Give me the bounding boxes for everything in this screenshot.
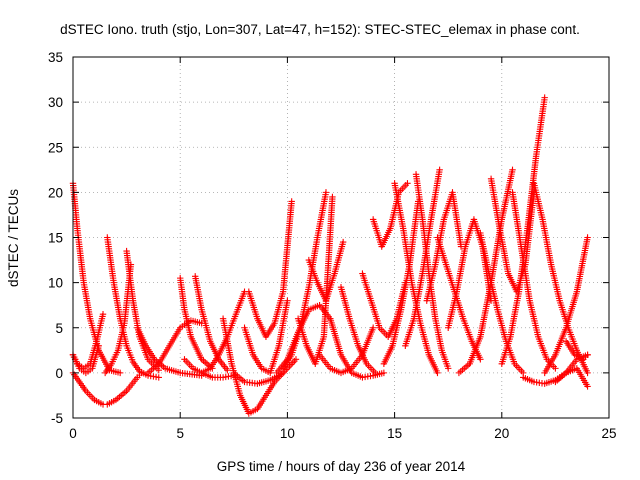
axis-ticks: 0 5 10 15 20 25 -5 0 5 10 15 20 25 30 35 bbox=[48, 50, 617, 441]
data-point bbox=[434, 369, 441, 377]
data-point bbox=[329, 193, 336, 201]
y-tick-label: 30 bbox=[48, 95, 63, 110]
y-axis-label: dSTEC / TECUs bbox=[6, 189, 21, 287]
data-point bbox=[322, 189, 330, 196]
y-tick-label: 0 bbox=[55, 366, 63, 381]
y-tick-label: 5 bbox=[55, 321, 63, 336]
data-series bbox=[69, 94, 591, 417]
data-point bbox=[155, 374, 162, 381]
data-point bbox=[477, 356, 484, 363]
data-point bbox=[284, 297, 291, 304]
data-point bbox=[292, 356, 300, 363]
y-tick-label: 10 bbox=[48, 276, 63, 291]
x-tick-label: 0 bbox=[69, 426, 77, 441]
data-point bbox=[541, 94, 548, 101]
data-point bbox=[584, 369, 591, 377]
data-point bbox=[584, 351, 591, 359]
data-point bbox=[224, 366, 231, 374]
chart-title: dSTEC Iono. truth (stjo, Lon=307, Lat=47… bbox=[60, 22, 580, 37]
data-point bbox=[404, 180, 411, 187]
data-point bbox=[380, 369, 388, 377]
x-tick-label: 20 bbox=[494, 426, 509, 441]
data-point bbox=[584, 234, 591, 241]
data-point bbox=[288, 198, 295, 205]
x-tick-label: 10 bbox=[280, 426, 295, 441]
data-point bbox=[372, 369, 379, 377]
x-axis-label: GPS time / hours of day 236 of year 2014 bbox=[217, 459, 466, 474]
data-point bbox=[369, 324, 377, 331]
x-tick-label: 25 bbox=[601, 426, 616, 441]
data-point bbox=[95, 342, 102, 349]
data-point bbox=[509, 166, 516, 174]
y-tick-label: 20 bbox=[48, 185, 63, 200]
y-tick-label: -5 bbox=[51, 411, 63, 426]
data-point bbox=[436, 166, 443, 174]
data-point bbox=[99, 311, 107, 318]
data-point bbox=[584, 383, 591, 390]
y-tick-label: 35 bbox=[48, 50, 63, 65]
data-point bbox=[552, 365, 559, 372]
data-point bbox=[445, 365, 452, 372]
data-point bbox=[116, 369, 124, 377]
y-tick-label: 25 bbox=[48, 140, 63, 155]
y-tick-label: 15 bbox=[48, 231, 63, 246]
data-point bbox=[339, 238, 347, 246]
x-tick-label: 5 bbox=[176, 426, 184, 441]
data-point bbox=[155, 366, 162, 374]
x-tick-label: 15 bbox=[387, 426, 402, 441]
